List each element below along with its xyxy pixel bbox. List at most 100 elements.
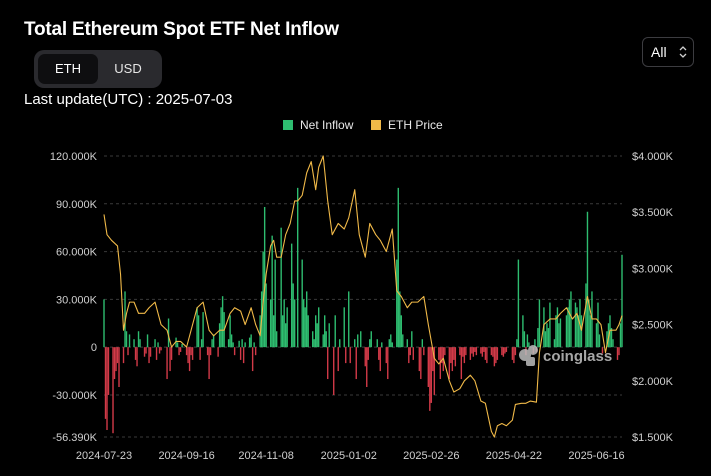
grid-layer xyxy=(104,155,622,438)
inflow-bar xyxy=(366,347,368,387)
inflow-bar xyxy=(481,347,484,357)
inflow-bar xyxy=(175,337,177,348)
legend-label-net-inflow: Net Inflow xyxy=(300,118,354,132)
inflow-bar xyxy=(402,334,404,348)
inflow-bar xyxy=(265,283,267,348)
inflow-bar xyxy=(588,299,590,348)
inflow-bar xyxy=(157,342,159,348)
x-tick-label: 2025-04-22 xyxy=(486,450,542,462)
unit-eth-button[interactable]: ETH xyxy=(38,54,98,84)
inflow-bar xyxy=(284,323,287,348)
inflow-bar xyxy=(576,307,578,348)
inflow-bar xyxy=(146,334,149,348)
inflow-bar xyxy=(220,307,222,348)
inflow-bar xyxy=(526,334,529,348)
inflow-bar xyxy=(495,347,497,364)
inflow-bar xyxy=(474,347,476,352)
inflow-bar xyxy=(577,315,580,348)
inflow-bar xyxy=(555,315,557,348)
inflow-bar xyxy=(158,347,161,354)
y-right-tick-label: $2.500K xyxy=(632,320,674,332)
inflow-bar xyxy=(463,347,466,364)
inflow-bar xyxy=(312,331,314,348)
inflow-bar xyxy=(232,342,234,348)
inflow-bar xyxy=(239,347,242,360)
inflow-bar xyxy=(376,339,378,348)
inflow-bar xyxy=(558,323,560,348)
unit-usd-button[interactable]: USD xyxy=(114,61,142,76)
inflow-bar xyxy=(322,334,324,348)
inflow-bar xyxy=(513,347,515,364)
inflow-bar xyxy=(155,347,158,360)
inflow-bar xyxy=(306,291,308,348)
inflow-bar xyxy=(200,339,203,348)
y-left-tick-label: 30.000K xyxy=(56,294,98,306)
inflow-bar xyxy=(271,235,273,348)
inflow-bar xyxy=(296,187,299,348)
chevron-up-down-icon xyxy=(679,46,687,58)
inflow-bar xyxy=(196,307,198,348)
inflow-bar xyxy=(360,331,362,348)
inflow-bar xyxy=(598,334,601,348)
inflow-bar xyxy=(148,347,150,364)
x-tick-label: 2024-11-08 xyxy=(238,450,293,462)
inflow-bar xyxy=(122,347,125,364)
inflow-bar xyxy=(430,347,433,403)
inflow-bar xyxy=(136,347,138,367)
inflow-bar xyxy=(211,339,213,348)
y-right-tick-label: $1.500K xyxy=(632,432,674,444)
inflow-bar xyxy=(618,347,620,356)
inflow-bar xyxy=(254,347,257,356)
inflow-bar xyxy=(522,315,524,348)
unit-toggle: ETH USD xyxy=(34,50,162,88)
inflow-bar xyxy=(263,206,266,348)
inflow-bar xyxy=(169,347,171,372)
inflow-bar xyxy=(327,347,329,380)
inflow-bar xyxy=(586,211,589,348)
inflow-bar xyxy=(399,291,401,348)
inflow-bar xyxy=(139,339,141,348)
inflow-bar xyxy=(293,299,296,348)
inflow-bar xyxy=(534,339,536,348)
inflow-bar xyxy=(301,259,303,348)
inflow-bar xyxy=(367,347,369,360)
inflow-bar xyxy=(143,347,146,357)
inflow-bar xyxy=(316,323,318,348)
inflow-bar xyxy=(379,347,381,372)
inflow-bar xyxy=(241,339,243,348)
coinglass-logo-icon xyxy=(519,345,538,366)
inflow-bar xyxy=(595,323,598,348)
inflow-bar xyxy=(170,347,173,360)
inflow-bar xyxy=(251,347,254,372)
inflow-bar xyxy=(493,347,496,367)
inflow-bar xyxy=(451,347,454,372)
inflow-bar xyxy=(544,331,547,348)
x-tick-label: 2024-09-16 xyxy=(158,450,214,462)
inflow-bar xyxy=(549,302,551,348)
inflow-bar xyxy=(217,347,219,357)
legend-swatch-eth-price xyxy=(371,120,381,130)
inflow-bar xyxy=(354,339,356,348)
inflow-bar xyxy=(397,187,399,348)
inflow-bar xyxy=(304,307,306,348)
inflow-bar xyxy=(333,347,335,395)
inflow-bar xyxy=(334,315,336,348)
inflow-bar xyxy=(176,342,179,348)
inflow-bar xyxy=(364,347,366,367)
inflow-bar xyxy=(208,347,210,380)
inflow-bar xyxy=(610,328,613,348)
legend-label-eth-price: ETH Price xyxy=(388,118,443,132)
inflow-bar xyxy=(167,318,170,348)
inflow-bar xyxy=(188,347,191,372)
inflow-bar xyxy=(601,347,604,354)
inflow-bar xyxy=(112,347,114,434)
y-right-tick-label: $3.000K xyxy=(632,263,674,275)
axis-layer: 120.000K 90.000K 60.000K 30.000K 0 -30.000K -5… xyxy=(50,151,674,462)
inflow-bar xyxy=(307,315,309,348)
inflow-bar xyxy=(104,347,107,419)
inflow-bar xyxy=(450,347,452,364)
inflow-bar xyxy=(465,347,467,356)
inflow-bar xyxy=(128,334,131,348)
range-select[interactable]: All xyxy=(642,37,694,67)
legend: Net Inflow ETH Price xyxy=(283,118,443,132)
